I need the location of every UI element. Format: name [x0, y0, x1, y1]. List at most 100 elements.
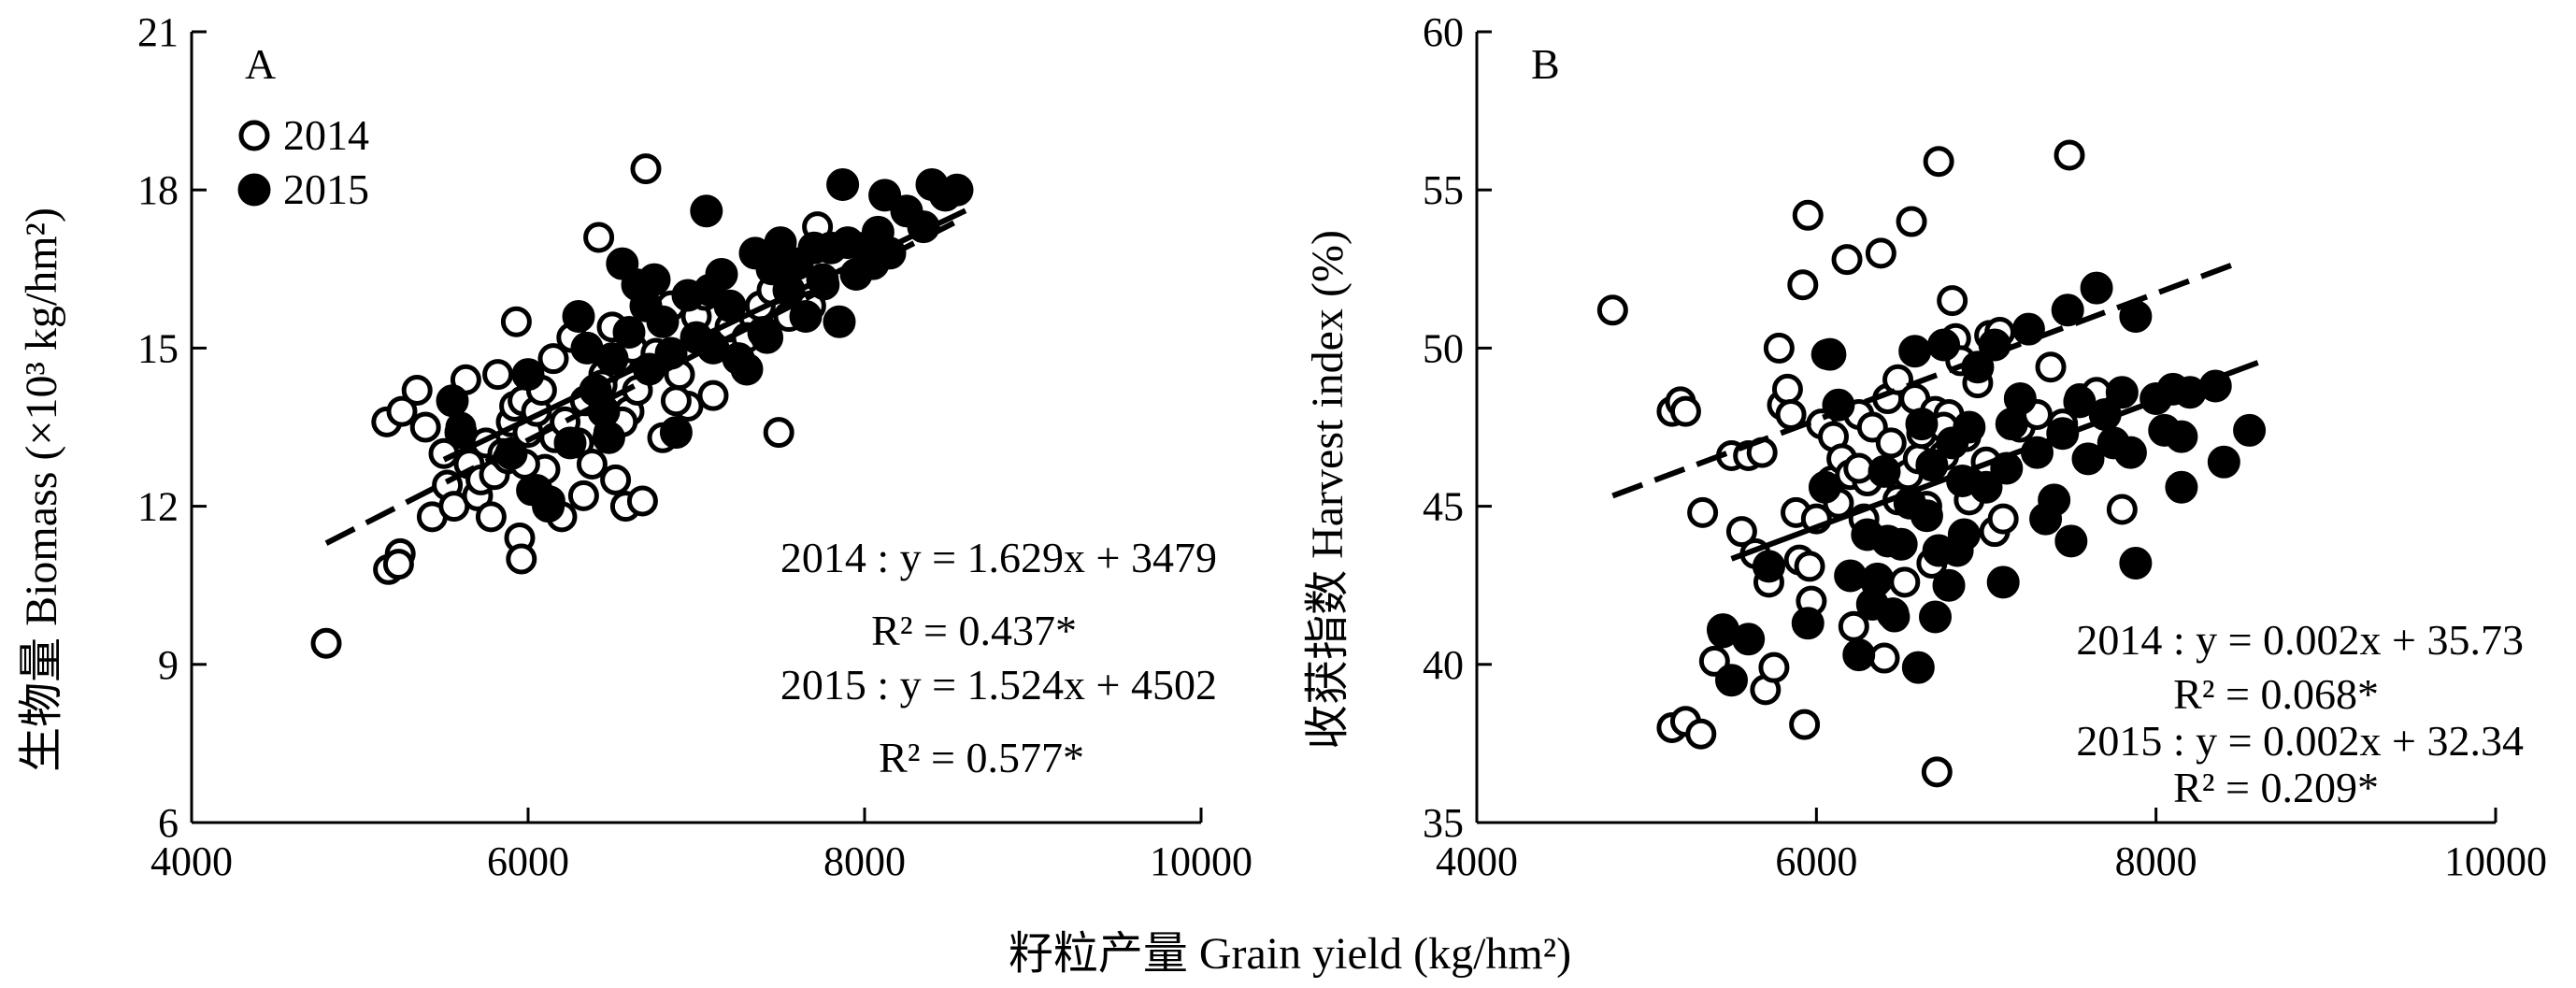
point-2014 [506, 543, 537, 575]
point-2014 [1882, 364, 1914, 395]
legend-marker-2014 [238, 120, 270, 151]
point-2015 [751, 321, 784, 354]
point-2015 [1752, 550, 1785, 583]
point-2014 [482, 359, 514, 391]
point-2014 [1868, 642, 1900, 674]
point-2014 [1875, 427, 1907, 459]
y-tick-label: 18 [137, 167, 179, 213]
point-2014 [660, 385, 692, 417]
y-tick-label: 35 [1423, 800, 1464, 846]
point-2015 [1901, 651, 1935, 684]
point-2015 [690, 194, 723, 228]
point-2015 [1884, 527, 1918, 561]
point-2015 [1969, 470, 2003, 504]
x-axis-title: 籽粒产量 Grain yield (kg/hm²) [1009, 929, 1571, 979]
point-2014 [1758, 652, 1790, 683]
panel-b: 35 40 45 50 55 60 4000 6000 8000 10000 B 收获指数 Har… [1303, 9, 2547, 884]
fit-line-2015 [442, 208, 967, 463]
point-2014 [626, 485, 658, 517]
point-2015 [1842, 638, 1876, 672]
point-2014 [576, 448, 608, 480]
point-2014 [1687, 496, 1719, 528]
legend-marker-2015 [237, 173, 271, 207]
point-2014 [401, 375, 433, 407]
point-2015 [789, 300, 823, 334]
equation-2014-b: 2014 : y = 0.002x + 35.73 [2076, 616, 2524, 664]
point-2014 [310, 627, 342, 659]
y-tick-label: 45 [1423, 484, 1464, 530]
fit-line-2014 [324, 214, 967, 546]
point-2014 [475, 501, 507, 533]
point-2015 [1953, 410, 1986, 444]
point-2014 [1792, 199, 1824, 231]
fit-line-2014 [1611, 259, 2242, 499]
point-2015 [532, 490, 565, 523]
point-2015 [553, 426, 587, 460]
point-2015 [2165, 420, 2198, 453]
point-2015 [764, 226, 797, 260]
point-2015 [595, 342, 629, 376]
point-2014 [2054, 139, 2085, 171]
point-2014 [567, 480, 599, 511]
point-2015 [646, 305, 680, 338]
point-2015 [1808, 470, 1841, 504]
point-2015 [868, 179, 902, 212]
x-tick-label: 6000 [1775, 838, 1857, 884]
point-2015 [2051, 294, 2084, 327]
point-2015 [1915, 449, 1949, 482]
point-2015 [612, 315, 646, 349]
point-2014 [1987, 503, 2019, 535]
point-2015 [2003, 382, 2037, 416]
y-tick-label: 40 [1423, 642, 1464, 688]
point-2015 [511, 358, 545, 392]
point-2014 [1831, 244, 1863, 276]
point-2015 [587, 394, 621, 428]
point-2014 [1921, 756, 1953, 788]
r2-2014-b: R² = 0.068* [2173, 670, 2379, 718]
equation-2014-a: 2014 : y = 1.629x + 3479 [780, 534, 1217, 581]
x-tick-label: 4000 [1436, 838, 1518, 884]
point-2015 [1986, 566, 2020, 599]
equation-2015-a: 2015 : y = 1.524x + 4502 [780, 661, 1217, 709]
y-axis-title-b: 收获指数 Harvest index (%) [1303, 230, 1352, 750]
point-2014 [1771, 373, 1803, 405]
point-2015 [940, 173, 974, 207]
point-2015 [1947, 518, 1981, 551]
point-2015 [2080, 271, 2113, 305]
point-2015 [693, 273, 726, 307]
point-2014 [1596, 294, 1628, 326]
point-2015 [826, 168, 860, 202]
point-2014 [1843, 452, 1875, 484]
point-2014 [1889, 566, 1921, 598]
r2-2014-a: R² = 0.437* [871, 607, 1077, 654]
r2-2015-a: R² = 0.577* [879, 734, 1084, 781]
point-2015 [1905, 408, 1939, 441]
point-2015 [1715, 664, 1748, 697]
point-2015 [2054, 524, 2088, 558]
point-2015 [562, 300, 595, 334]
point-2014 [537, 343, 569, 375]
x-tick-label: 4000 [150, 838, 233, 884]
point-2015 [1791, 607, 1825, 640]
point-2015 [2038, 483, 2071, 517]
point-2014 [409, 411, 441, 443]
point-2014 [600, 464, 632, 495]
point-2014 [1725, 516, 1757, 548]
equation-2015-b: 2015 : y = 0.002x + 32.34 [2076, 717, 2524, 765]
point-2014 [2035, 351, 2067, 383]
x-tick-label: 8000 [823, 838, 906, 884]
point-2014 [1669, 395, 1701, 427]
point-2015 [1732, 623, 1766, 656]
point-2015 [1927, 328, 1961, 362]
point-2015 [1834, 559, 1868, 593]
point-2015 [2119, 547, 2153, 580]
panel-a: 6 9 12 15 18 21 4000 6000 8000 10000 A 2014 2015 … [17, 9, 1252, 884]
point-2014 [1794, 551, 1825, 582]
x-tick-label: 6000 [487, 838, 569, 884]
point-2014 [500, 306, 532, 337]
point-2014 [1896, 206, 1927, 237]
point-2014 [697, 379, 729, 411]
y-tick-label: 6 [158, 800, 179, 846]
y-tick-label: 50 [1423, 325, 1464, 371]
